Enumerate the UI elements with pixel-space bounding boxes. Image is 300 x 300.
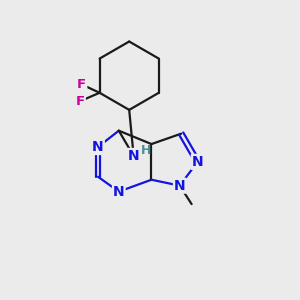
Text: F: F (76, 94, 85, 108)
Text: F: F (77, 78, 86, 91)
Text: N: N (128, 149, 140, 163)
Text: N: N (113, 184, 124, 199)
Text: N: N (174, 179, 185, 193)
Text: H: H (141, 143, 151, 157)
Text: N: N (92, 140, 104, 154)
Text: N: N (192, 155, 203, 169)
